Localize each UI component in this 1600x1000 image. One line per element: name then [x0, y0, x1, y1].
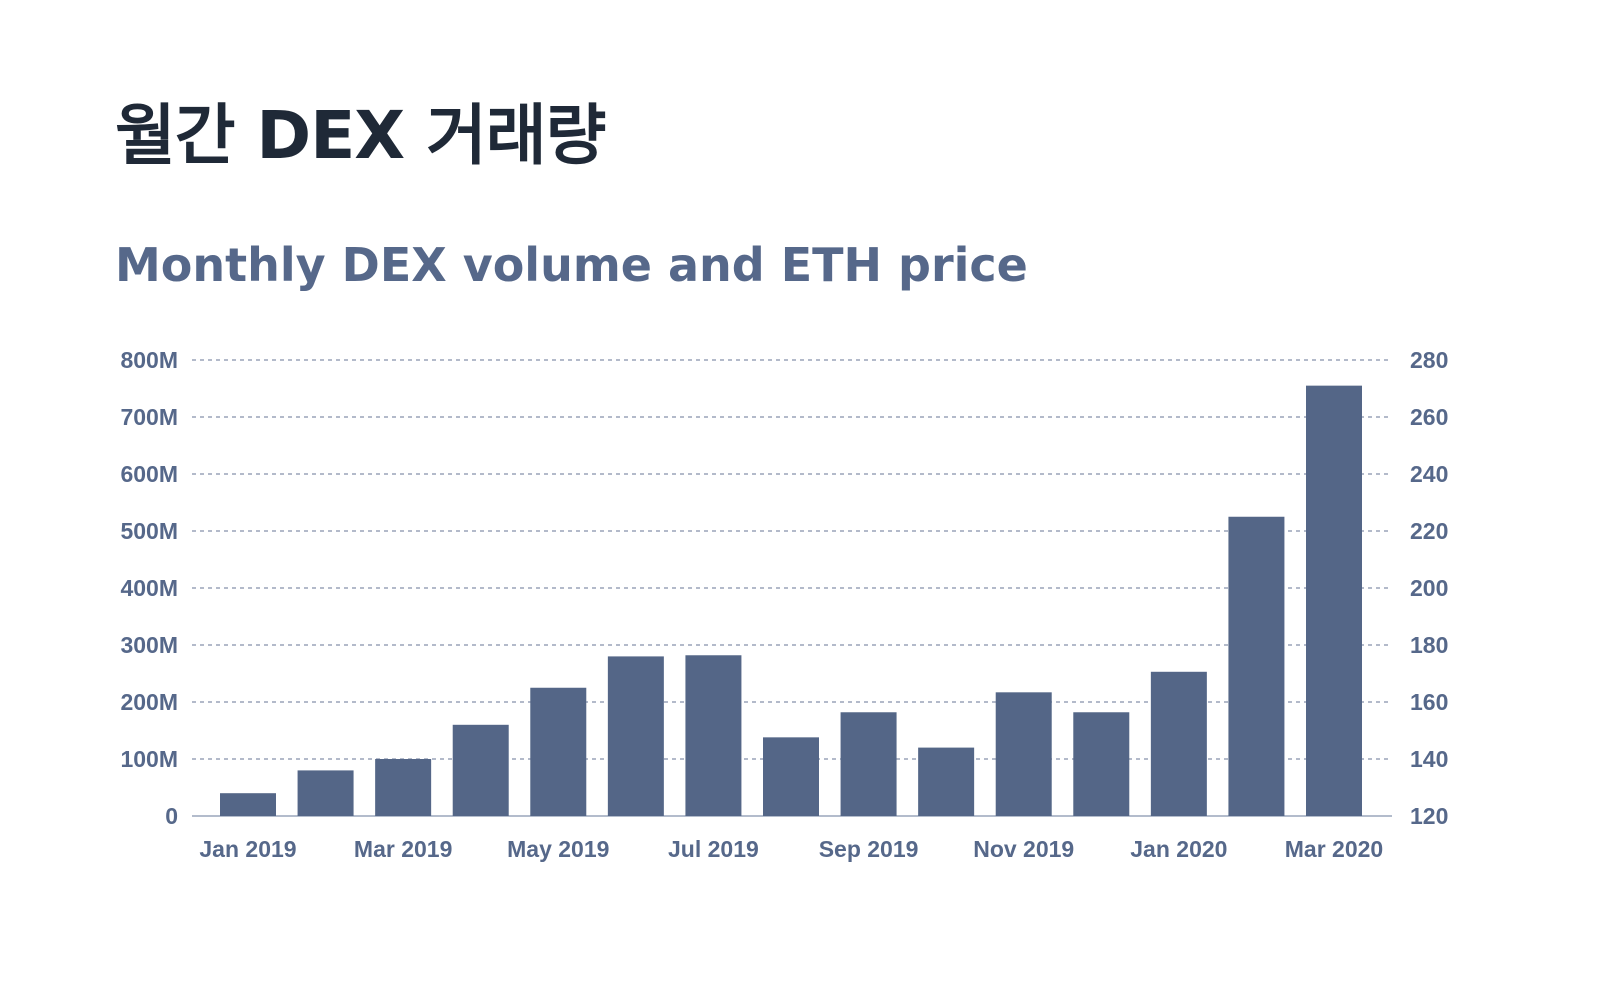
y-axis-right: 120 140 160 180 200 220 240 260 280 [1410, 347, 1448, 829]
bar-aug-2019 [763, 737, 819, 816]
chart-title: Monthly DEX volume and ETH price [115, 238, 1028, 292]
x-tick-label: Nov 2019 [973, 836, 1074, 862]
x-tick-label: Mar 2020 [1285, 836, 1383, 862]
x-tick-label: Jan 2020 [1130, 836, 1227, 862]
bar-jan-2020 [1150, 671, 1207, 816]
bar-mar-2020 [1306, 385, 1362, 816]
bar-may-2019 [530, 687, 587, 816]
x-tick-label: May 2019 [507, 836, 609, 862]
bars [220, 385, 1362, 816]
y-left-tick-label: 500M [120, 518, 178, 544]
y-left-tick-label: 200M [120, 689, 178, 715]
bar-dec-2019 [1073, 712, 1130, 816]
y-right-tick-label: 280 [1410, 347, 1448, 373]
bar-jul-2019 [685, 655, 742, 816]
bar-feb-2020 [1228, 516, 1285, 816]
y-right-tick-label: 260 [1410, 404, 1448, 430]
y-right-tick-label: 180 [1410, 632, 1448, 658]
y-right-tick-label: 220 [1410, 518, 1448, 544]
x-tick-label: Sep 2019 [819, 836, 919, 862]
bar-apr-2019 [452, 724, 509, 816]
y-right-tick-label: 160 [1410, 689, 1448, 715]
y-right-tick-label: 140 [1410, 746, 1448, 772]
bar-jan-2019 [220, 793, 276, 816]
bar-oct-2019 [918, 747, 975, 816]
y-right-tick-label: 200 [1410, 575, 1448, 601]
bar-feb-2019 [297, 770, 354, 816]
x-tick-label: Mar 2019 [354, 836, 452, 862]
y-right-tick-label: 120 [1410, 803, 1448, 829]
page-title: 월간 DEX 거래량 [115, 97, 606, 174]
bar-sep-2019 [840, 712, 897, 816]
y-left-tick-label: 300M [120, 632, 178, 658]
x-tick-label: Jul 2019 [668, 836, 759, 862]
x-axis: Jan 2019 Mar 2019 May 2019 Jul 2019 Sep 2019… [199, 836, 1383, 862]
y-left-tick-label: 600M [120, 461, 178, 487]
y-left-tick-label: 700M [120, 404, 178, 430]
y-left-tick-label: 800M [120, 347, 178, 373]
y-left-tick-label: 0 [165, 803, 178, 829]
x-tick-label: Jan 2019 [199, 836, 296, 862]
y-left-tick-label: 400M [120, 575, 178, 601]
bar-nov-2019 [995, 692, 1052, 816]
y-left-tick-label: 100M [120, 746, 178, 772]
bar-mar-2019 [375, 759, 432, 816]
y-right-tick-label: 240 [1410, 461, 1448, 487]
y-axis-left: 0 100M 200M 300M 400M 500M 600M 700M 800M [120, 347, 178, 829]
bar-jun-2019 [607, 656, 664, 816]
